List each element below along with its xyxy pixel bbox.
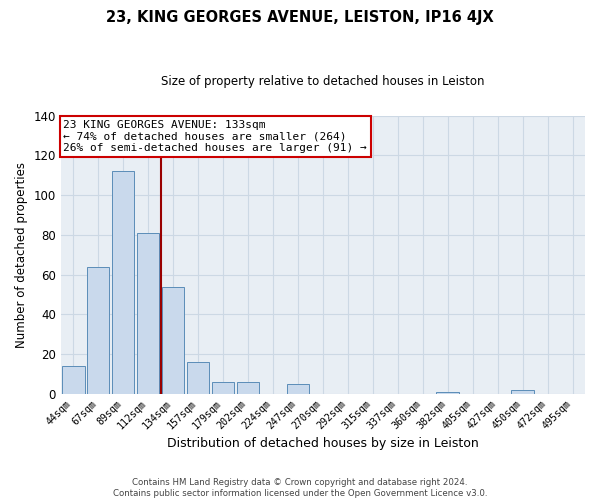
Bar [87, 266, 109, 394]
Title: Size of property relative to detached houses in Leiston: Size of property relative to detached ho… [161, 75, 485, 88]
Bar [511, 390, 534, 394]
Bar [287, 384, 309, 394]
Bar [212, 382, 234, 394]
Bar [62, 366, 85, 394]
Bar [137, 233, 160, 394]
Bar [436, 392, 459, 394]
Bar [112, 172, 134, 394]
Bar [162, 286, 184, 394]
Bar [187, 362, 209, 394]
Bar [237, 382, 259, 394]
X-axis label: Distribution of detached houses by size in Leiston: Distribution of detached houses by size … [167, 437, 479, 450]
Text: Contains HM Land Registry data © Crown copyright and database right 2024.
Contai: Contains HM Land Registry data © Crown c… [113, 478, 487, 498]
Text: 23, KING GEORGES AVENUE, LEISTON, IP16 4JX: 23, KING GEORGES AVENUE, LEISTON, IP16 4… [106, 10, 494, 25]
Y-axis label: Number of detached properties: Number of detached properties [15, 162, 28, 348]
Text: 23 KING GEORGES AVENUE: 133sqm
← 74% of detached houses are smaller (264)
26% of: 23 KING GEORGES AVENUE: 133sqm ← 74% of … [64, 120, 367, 153]
